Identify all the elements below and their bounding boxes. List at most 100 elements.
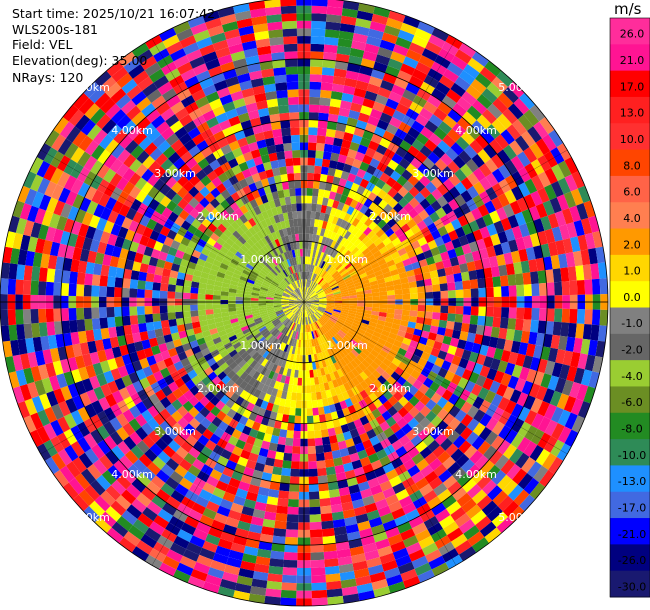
velocity-gate — [488, 139, 503, 154]
velocity-gate — [329, 98, 342, 108]
velocity-gate — [330, 231, 337, 241]
velocity-gate — [373, 61, 388, 73]
velocity-gate — [523, 194, 536, 209]
velocity-gate — [371, 13, 389, 26]
velocity-gate — [432, 145, 446, 159]
velocity-gate — [317, 291, 325, 296]
velocity-gate — [338, 267, 347, 275]
velocity-gate — [304, 296, 310, 302]
velocity-gate — [361, 235, 371, 245]
velocity-gate — [397, 70, 412, 83]
velocity-gate — [364, 43, 380, 55]
velocity-gate — [512, 119, 528, 136]
velocity-gate — [357, 144, 368, 155]
velocity-gate — [391, 237, 402, 247]
velocity-gate — [348, 55, 363, 66]
velocity-gate — [317, 120, 328, 129]
velocity-gate — [336, 253, 344, 262]
velocity-gate — [519, 92, 536, 110]
velocity-gate — [315, 276, 322, 284]
velocity-gate — [308, 119, 319, 128]
velocity-gate — [358, 255, 367, 264]
velocity-gate — [436, 171, 449, 184]
velocity-gate — [312, 273, 318, 282]
velocity-gate — [320, 204, 328, 214]
velocity-gate — [339, 194, 348, 204]
velocity-gate — [490, 153, 505, 169]
velocity-gate — [309, 96, 321, 106]
velocity-gate — [337, 154, 348, 164]
velocity-gate — [336, 226, 344, 236]
velocity-gate — [367, 28, 384, 40]
velocity-gate — [427, 94, 442, 108]
velocity-gate — [359, 214, 369, 224]
colorbar-tick-label: -26.0 — [618, 554, 646, 567]
velocity-gate — [304, 297, 311, 302]
velocity-gate — [466, 105, 482, 121]
velocity-gate — [513, 97, 530, 115]
velocity-gate — [341, 139, 352, 149]
velocity-gate — [312, 249, 317, 258]
velocity-gate — [327, 0, 344, 9]
velocity-gate — [319, 251, 325, 260]
velocity-gate — [411, 68, 428, 82]
velocity-gate — [328, 278, 336, 285]
velocity-gate — [413, 246, 424, 256]
velocity-gate — [334, 168, 343, 179]
velocity-gate — [312, 188, 319, 197]
velocity-gate — [429, 211, 441, 223]
velocity-gate — [496, 207, 508, 221]
velocity-gate — [406, 218, 417, 229]
velocity-gate — [509, 200, 522, 215]
velocity-gate — [431, 27, 450, 42]
velocity-gate — [352, 260, 361, 268]
velocity-gate — [399, 63, 416, 76]
velocity-gate — [323, 263, 330, 271]
velocity-gate — [355, 80, 369, 91]
velocity-gate — [376, 241, 386, 251]
velocity-gate — [324, 287, 332, 293]
velocity-gate — [316, 196, 324, 205]
velocity-gate — [311, 20, 327, 30]
velocity-gate — [315, 266, 321, 275]
velocity-gate — [390, 170, 402, 182]
velocity-gate — [310, 272, 315, 281]
velocity-gate — [331, 259, 339, 268]
velocity-gate — [491, 168, 505, 183]
velocity-gate — [308, 241, 312, 250]
velocity-gate — [327, 113, 339, 123]
velocity-gate — [321, 74, 334, 84]
velocity-gate — [307, 288, 312, 296]
velocity-gate — [313, 219, 320, 228]
velocity-gate — [328, 160, 338, 169]
velocity-gate — [338, 245, 346, 254]
velocity-gate — [548, 129, 564, 148]
velocity-gate — [321, 220, 328, 230]
velocity-gate — [342, 187, 351, 197]
velocity-gate — [370, 262, 380, 270]
velocity-gate — [309, 280, 314, 289]
velocity-gate — [336, 45, 352, 56]
velocity-gate — [379, 137, 392, 149]
velocity-gate — [542, 134, 557, 152]
colorbar-unit: m/s — [614, 0, 642, 18]
velocity-gate — [315, 204, 322, 213]
velocity-gate — [352, 32, 368, 44]
velocity-gate — [337, 280, 346, 286]
velocity-gate — [458, 42, 477, 58]
velocity-gate — [414, 192, 426, 204]
velocity-gate — [385, 98, 399, 110]
velocity-gate — [326, 275, 333, 283]
velocity-gate — [364, 265, 373, 273]
velocity-gate — [387, 197, 399, 209]
velocity-gate — [366, 230, 376, 240]
velocity-gate — [304, 286, 306, 295]
velocity-gate — [397, 233, 408, 243]
velocity-gate — [355, 18, 372, 29]
velocity-gate — [333, 261, 341, 269]
velocity-gate — [388, 10, 406, 23]
velocity-gate — [349, 199, 359, 209]
velocity-gate — [337, 38, 353, 48]
velocity-gate — [340, 257, 349, 266]
velocity-gate — [408, 197, 420, 209]
